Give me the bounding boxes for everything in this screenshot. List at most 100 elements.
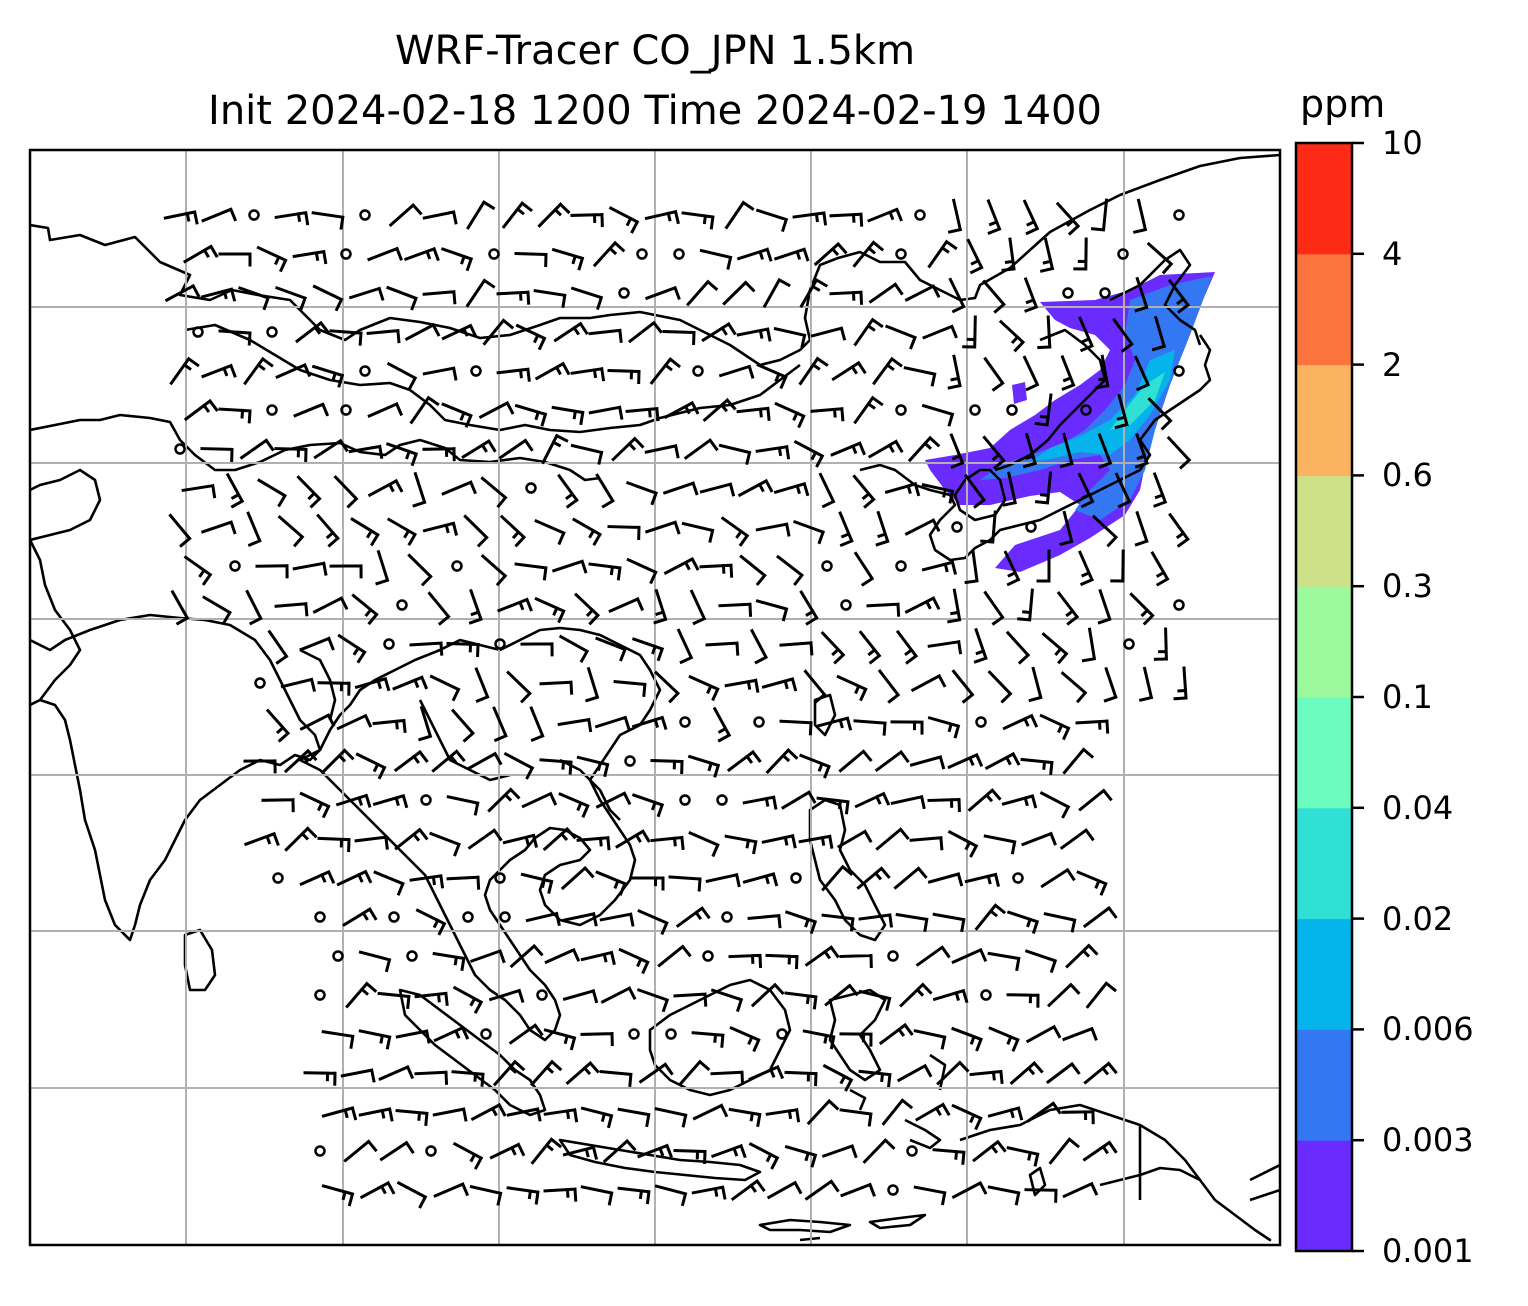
- wind-barb: [181, 483, 217, 499]
- wind-barb: [503, 751, 535, 780]
- wind-barb: [673, 1148, 707, 1165]
- wind-barb: [534, 596, 566, 624]
- wind-barb: [392, 675, 429, 691]
- calm-wind-marker: [1117, 248, 1129, 260]
- calm-wind-marker: [272, 872, 284, 884]
- wind-barb: [551, 405, 585, 426]
- wind-barb: [602, 1138, 637, 1164]
- wind-barb: [422, 290, 457, 305]
- calm-wind-marker: [753, 716, 765, 728]
- wind-barb: [348, 286, 385, 301]
- wind-barb: [351, 593, 379, 626]
- wind-barb: [542, 826, 577, 852]
- wind-barb: [1048, 1137, 1081, 1165]
- wind-barb: [311, 364, 345, 388]
- wind-barb: [718, 602, 753, 617]
- wind-barb: [862, 1138, 896, 1164]
- wind-barb: [987, 951, 1021, 972]
- coastline-sumatra: [398, 988, 547, 1117]
- wind-barb: [580, 1032, 614, 1047]
- wind-barb: [422, 521, 459, 536]
- wind-barb: [947, 198, 963, 234]
- wind-barb: [375, 549, 390, 586]
- wind-barb: [973, 627, 988, 664]
- wind-barb: [303, 1071, 337, 1086]
- wind-barb: [1134, 276, 1149, 313]
- wind-barb: [625, 406, 660, 422]
- colorbar-segment: [1296, 918, 1352, 1030]
- wind-barb: [829, 290, 864, 305]
- wind-barb: [927, 640, 963, 655]
- wind-barb: [1039, 237, 1055, 273]
- calm-wind-marker: [679, 794, 691, 806]
- wind-barb: [705, 873, 741, 888]
- wind-barb: [1024, 949, 1058, 974]
- wind-barb: [987, 670, 1013, 704]
- wind-barb: [724, 834, 758, 855]
- colorbar-tick-label: 0.02: [1382, 899, 1454, 938]
- wind-barb: [747, 913, 782, 929]
- wind-barb: [899, 982, 933, 1008]
- wind-barb: [580, 1106, 614, 1129]
- wind-barb: [520, 642, 554, 657]
- wind-barb: [570, 213, 604, 228]
- wind-barb: [798, 834, 834, 849]
- calm-wind-marker: [314, 911, 326, 923]
- wind-barb: [980, 510, 997, 544]
- wind-barb: [557, 473, 579, 509]
- calm-wind-marker: [359, 209, 371, 221]
- wind-barb: [594, 715, 631, 730]
- calm-wind-marker: [494, 872, 506, 884]
- wind-barb: [388, 202, 423, 228]
- wind-barb: [913, 1185, 947, 1206]
- wind-barb: [699, 563, 734, 578]
- wind-barb: [858, 630, 882, 665]
- wind-barb: [543, 1108, 579, 1123]
- wind-barb: [1062, 1026, 1098, 1042]
- wind-barb: [1134, 432, 1149, 469]
- wind-barb: [644, 285, 681, 301]
- wind-barb: [164, 283, 201, 303]
- wind-barb: [1138, 666, 1154, 702]
- wind-barb: [867, 439, 904, 459]
- wind-barb: [636, 988, 670, 1013]
- wind-barb: [595, 636, 627, 662]
- wind-barb: [1173, 666, 1188, 701]
- wind-barb: [736, 406, 771, 421]
- wind-barb: [653, 588, 668, 625]
- wind-barb: [1078, 550, 1094, 587]
- wind-barb: [913, 1029, 947, 1050]
- wind-barb: [650, 835, 685, 851]
- calm-wind-marker: [536, 989, 548, 1001]
- wind-barb: [482, 318, 515, 346]
- wind-barb: [585, 666, 600, 703]
- wind-barb: [1132, 198, 1148, 234]
- wind-barb: [947, 752, 984, 770]
- wind-barb: [496, 367, 531, 382]
- calm-wind-marker: [1012, 872, 1024, 884]
- wind-barb: [321, 1106, 358, 1121]
- wind-barb: [927, 239, 958, 269]
- wind-barb: [1103, 666, 1118, 703]
- calm-wind-marker: [1123, 638, 1135, 650]
- wind-barb: [839, 953, 873, 969]
- wind-barb: [451, 1070, 485, 1087]
- wind-barb: [839, 1032, 873, 1047]
- wind-barb: [683, 438, 719, 460]
- wind-barb: [608, 597, 645, 613]
- wind-barb: [710, 988, 744, 1013]
- wind-barb: [737, 478, 774, 498]
- colorbar-tick-label: 0.003: [1382, 1121, 1474, 1160]
- wind-barb: [366, 328, 401, 344]
- wind-barb: [354, 835, 389, 850]
- wind-barb: [691, 1185, 727, 1200]
- wind-barb: [452, 1141, 484, 1170]
- wind-barb: [951, 1103, 983, 1131]
- calm-wind-marker: [1099, 287, 1111, 299]
- wind-barb: [798, 356, 829, 386]
- wind-barb: [710, 1070, 745, 1085]
- wind-barb: [838, 749, 873, 773]
- wind-barb: [927, 797, 961, 813]
- wind-barb: [804, 1179, 840, 1201]
- wind-barb: [367, 402, 404, 418]
